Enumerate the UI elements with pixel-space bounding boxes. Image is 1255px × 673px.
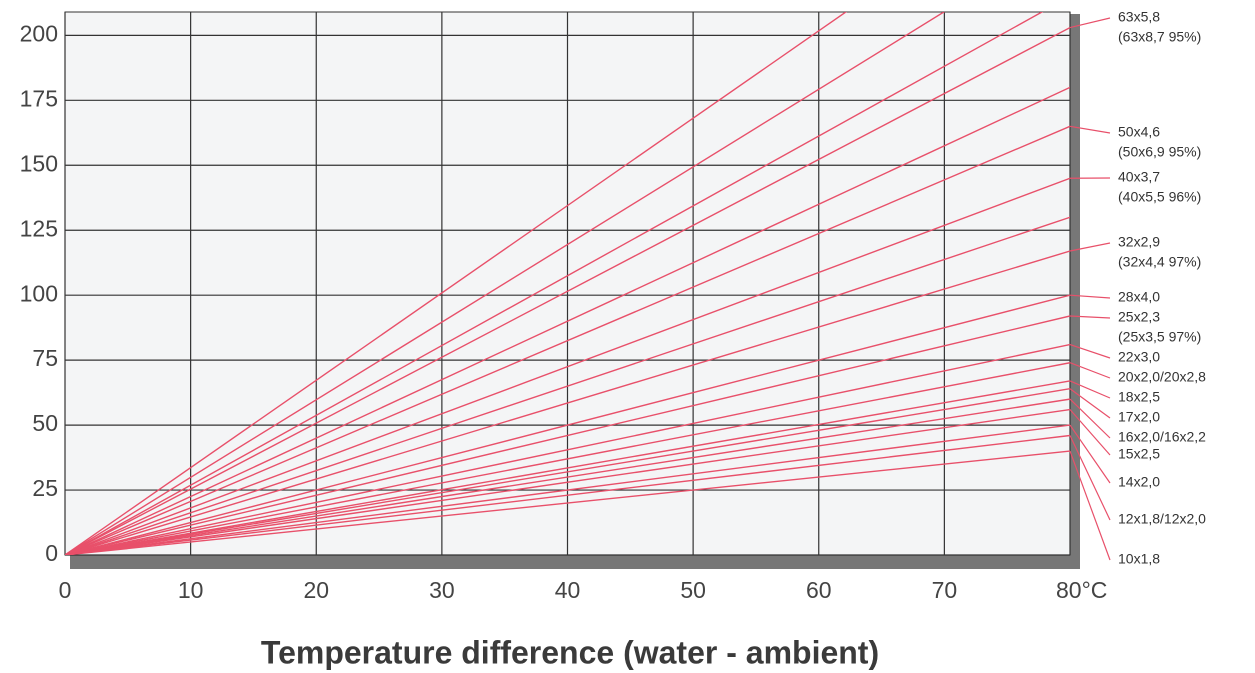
x-tick-label: 0 (59, 577, 72, 603)
x-axis-label: Temperature difference (water - ambient) (261, 634, 879, 670)
data-line (65, 380, 1070, 555)
leader-line (1069, 343, 1111, 359)
y-tick-label: 50 (32, 410, 58, 436)
leader-line (1069, 435, 1111, 521)
data-line (65, 434, 1070, 555)
legend-label: 22x3,0 (1118, 349, 1160, 365)
legend-label: 40x3,7 (1118, 169, 1160, 185)
legend-label: (63x8,7 95%) (1118, 29, 1201, 45)
y-tick-label: 150 (20, 150, 58, 176)
y-tick-label: 175 (20, 85, 58, 111)
legend-label: 50x4,6 (1118, 124, 1160, 140)
y-tick-label: 0 (45, 540, 58, 566)
legend-label: 18x2,5 (1118, 389, 1160, 405)
legend-label: 63x5,8 (1118, 9, 1160, 25)
x-tick-label: 40 (555, 577, 581, 603)
legend-label: 12x1,8/12x2,0 (1118, 511, 1206, 527)
legend-label: (25x3,5 97%) (1118, 329, 1201, 345)
data-line (65, 177, 1070, 555)
data-line (65, 398, 1070, 555)
data-line (65, 216, 1070, 555)
data-line (65, 408, 1070, 555)
x-tick-label: 20 (303, 577, 329, 603)
x-tick-label: 80°C (1056, 577, 1107, 603)
leader-line (1069, 450, 1111, 561)
leader-line (1069, 424, 1111, 484)
legend-label: 32x2,9 (1118, 234, 1160, 250)
data-line (65, 315, 1070, 555)
plot-shadow (70, 555, 1080, 569)
leader-line (1069, 242, 1111, 252)
leader-line (1069, 380, 1111, 399)
leader-line (1069, 388, 1111, 419)
leader-line (1069, 398, 1111, 439)
data-line (65, 343, 1070, 555)
legend-label: 17x2,0 (1118, 409, 1160, 425)
data-line (65, 362, 1070, 555)
leader-line (1069, 294, 1111, 299)
leader-line (1069, 409, 1111, 456)
data-line (65, 12, 848, 555)
x-tick-label: 30 (429, 577, 455, 603)
legend-label: (40x5,5 96%) (1118, 189, 1201, 205)
x-tick-label: 50 (680, 577, 706, 603)
data-line (65, 450, 1070, 555)
y-tick-label: 125 (20, 215, 58, 241)
y-tick-label: 75 (32, 345, 58, 371)
x-tick-label: 60 (806, 577, 832, 603)
plot-shadow (1070, 14, 1080, 569)
x-tick-label: 10 (178, 577, 204, 603)
x-tick-label: 70 (932, 577, 958, 603)
data-line (65, 250, 1070, 555)
leader-line (1069, 17, 1111, 29)
y-tick-label: 25 (32, 475, 58, 501)
leader-line (1069, 362, 1111, 379)
legend-label: 28x4,0 (1118, 289, 1160, 305)
data-line (65, 12, 946, 555)
y-tick-label: 200 (20, 20, 58, 46)
data-line (65, 26, 1070, 555)
data-line (65, 388, 1070, 555)
legend-label: 25x2,3 (1118, 309, 1160, 325)
data-line (65, 294, 1070, 555)
legend-label: 16x2,0/16x2,2 (1118, 429, 1206, 445)
leader-line (1069, 315, 1111, 319)
data-line (65, 125, 1070, 555)
data-line (65, 12, 1044, 555)
y-tick-label: 100 (20, 280, 58, 306)
legend-label: 10x1,8 (1118, 551, 1160, 567)
legend-label: 20x2,0/20x2,8 (1118, 369, 1206, 385)
data-line (65, 424, 1070, 555)
data-line (65, 86, 1070, 555)
legend-label: (32x4,4 97%) (1118, 254, 1201, 270)
legend-label: 15x2,5 (1118, 446, 1160, 462)
legend-label: 14x2,0 (1118, 474, 1160, 490)
leader-line (1069, 125, 1111, 134)
legend-label: (50x6,9 95%) (1118, 144, 1201, 160)
